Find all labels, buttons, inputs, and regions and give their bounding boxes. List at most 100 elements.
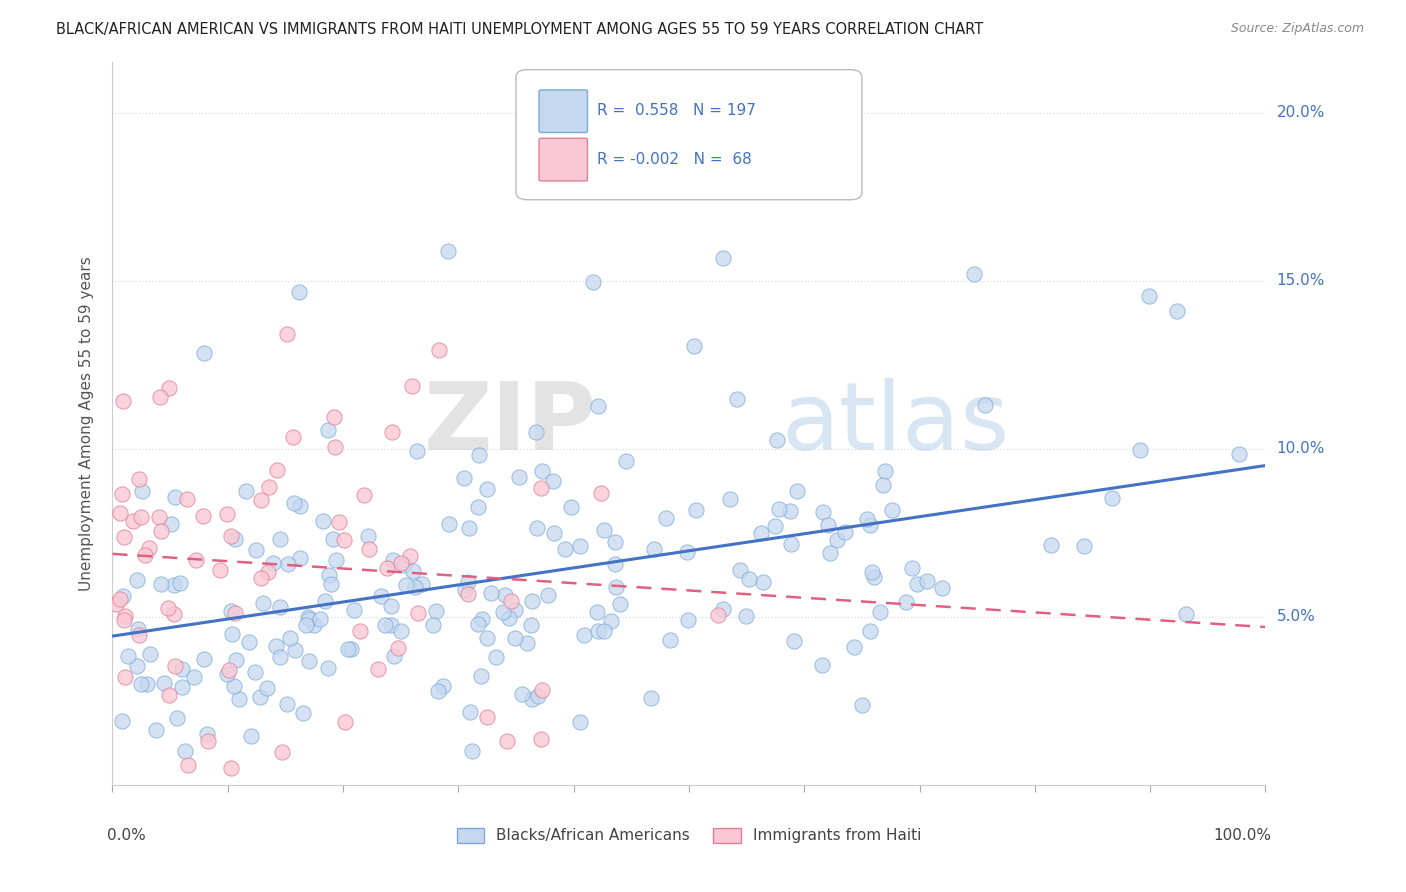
Point xyxy=(786,483,808,498)
Point xyxy=(752,575,775,590)
Point xyxy=(406,606,429,620)
Point xyxy=(166,711,188,725)
Point xyxy=(280,631,302,645)
Point xyxy=(219,761,242,775)
Point xyxy=(811,657,834,672)
Point xyxy=(503,602,526,616)
Point xyxy=(592,624,614,639)
Point xyxy=(128,472,150,486)
Point xyxy=(931,581,953,595)
Point xyxy=(467,500,489,514)
Point xyxy=(530,481,553,495)
Point xyxy=(659,633,682,648)
Point xyxy=(605,580,627,594)
Point xyxy=(111,486,134,500)
Point xyxy=(297,654,319,668)
Point xyxy=(389,624,412,638)
Point xyxy=(131,677,153,691)
Point xyxy=(218,663,240,677)
Point xyxy=(177,758,200,772)
Point xyxy=(325,552,347,566)
Point xyxy=(238,635,260,649)
Point xyxy=(288,285,311,299)
Point xyxy=(425,604,447,618)
Point xyxy=(129,510,152,524)
Point xyxy=(572,628,595,642)
Point xyxy=(269,600,291,615)
Point xyxy=(136,677,159,691)
Point xyxy=(349,624,371,639)
Point xyxy=(730,563,752,577)
Point xyxy=(150,524,173,538)
Point xyxy=(323,440,346,454)
Point xyxy=(498,610,520,624)
Point xyxy=(197,734,219,748)
Text: 100.0%: 100.0% xyxy=(1213,829,1271,843)
Point xyxy=(711,601,734,615)
Point xyxy=(262,556,284,570)
Point xyxy=(138,541,160,556)
Point xyxy=(510,687,533,701)
Point xyxy=(530,464,553,478)
Point xyxy=(169,576,191,591)
Point xyxy=(256,565,278,579)
Text: 10.0%: 10.0% xyxy=(1277,442,1324,457)
Point xyxy=(375,561,398,575)
Point xyxy=(245,665,267,680)
Point xyxy=(526,690,548,704)
Point xyxy=(860,565,883,579)
Point xyxy=(328,515,350,529)
Point xyxy=(266,463,288,477)
Point xyxy=(356,529,378,543)
Point xyxy=(339,641,361,656)
Point xyxy=(108,506,131,520)
Point xyxy=(343,603,366,617)
Point xyxy=(240,729,263,743)
Point xyxy=(457,574,479,589)
Point xyxy=(302,618,325,632)
Point xyxy=(281,430,304,444)
Point xyxy=(112,589,135,603)
Point xyxy=(520,593,543,607)
Point xyxy=(183,670,205,684)
Text: 5.0%: 5.0% xyxy=(1277,609,1315,624)
Point xyxy=(370,589,392,603)
Point xyxy=(152,676,174,690)
Point xyxy=(264,639,287,653)
Point xyxy=(163,658,186,673)
Point xyxy=(193,652,215,666)
Point xyxy=(224,679,246,693)
Point xyxy=(499,593,522,607)
Point xyxy=(257,480,280,494)
Text: 20.0%: 20.0% xyxy=(1277,105,1324,120)
Point xyxy=(269,650,291,665)
Point xyxy=(134,548,156,562)
Point xyxy=(477,482,499,496)
Point xyxy=(779,537,801,551)
Point xyxy=(614,454,637,468)
Point xyxy=(453,582,475,597)
Point xyxy=(905,577,928,591)
Point xyxy=(357,542,380,557)
Point xyxy=(458,705,481,719)
Point xyxy=(718,492,741,507)
Point xyxy=(163,607,186,622)
Point xyxy=(963,267,986,281)
Point xyxy=(825,533,848,548)
Text: 0.0%: 0.0% xyxy=(107,829,145,843)
Point xyxy=(593,523,616,537)
Point xyxy=(1137,289,1160,303)
Point xyxy=(738,572,761,586)
Point xyxy=(1227,447,1250,461)
Point xyxy=(586,399,609,413)
Point xyxy=(869,605,891,619)
Point xyxy=(353,488,375,502)
Point xyxy=(298,612,321,626)
Point xyxy=(117,648,139,663)
Point xyxy=(114,608,136,623)
Point xyxy=(426,684,449,698)
Point xyxy=(842,640,865,655)
Point xyxy=(582,275,605,289)
Point xyxy=(404,580,426,594)
Point xyxy=(537,588,560,602)
